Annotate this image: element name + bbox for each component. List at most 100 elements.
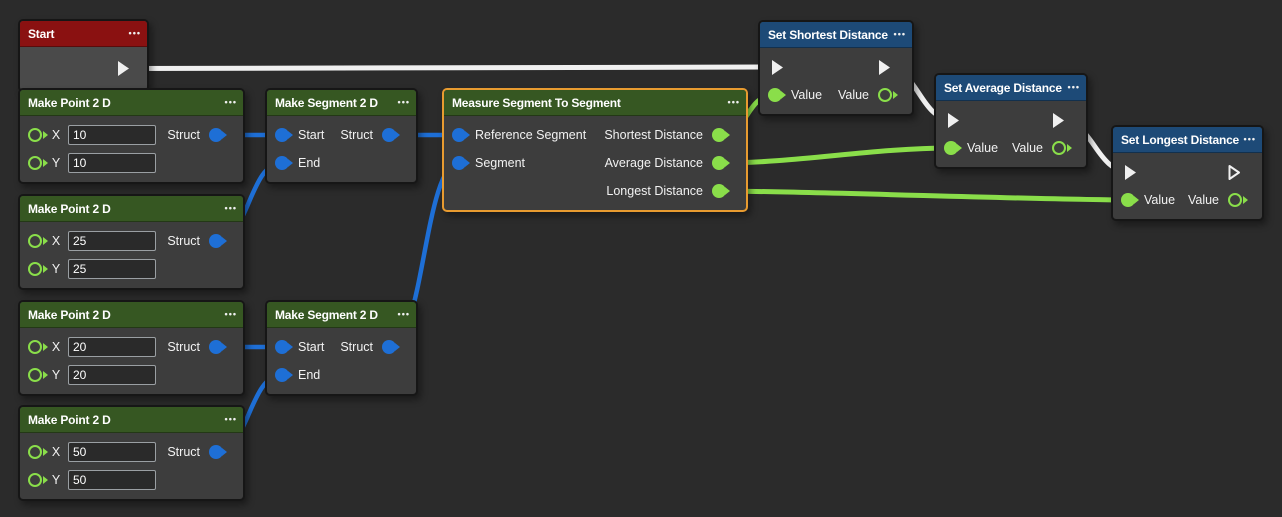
node-title: Measure Segment To Segment	[452, 95, 621, 110]
node-menu-icon[interactable]: •••	[893, 29, 906, 39]
output-group: Value	[838, 88, 892, 102]
input-port-x[interactable]	[28, 340, 42, 354]
exec-out-port[interactable]	[1051, 111, 1066, 130]
exec-row	[1113, 158, 1262, 186]
node-menu-icon[interactable]: •••	[224, 414, 237, 424]
input-label-y: Y	[51, 368, 61, 382]
node-row: End	[267, 149, 416, 177]
node-header: Set Shortest Distance •••	[760, 22, 912, 48]
output-group: Value	[1012, 141, 1066, 155]
node-row: X Struct	[20, 333, 243, 361]
input-port-y[interactable]	[28, 368, 42, 382]
exec-in-port[interactable]	[1123, 163, 1138, 182]
output-label: Struct	[340, 340, 373, 354]
node-row: Reference Segment Shortest Distance	[444, 121, 746, 149]
value-field-y[interactable]	[68, 153, 156, 173]
node-mp1[interactable]: Make Point 2 D ••• X Struct Y	[18, 88, 245, 184]
value-field-x[interactable]	[68, 442, 156, 462]
value-output-label: Value	[837, 88, 869, 102]
output-port-struct[interactable]	[382, 340, 396, 354]
node-title: Make Point 2 D	[28, 201, 111, 216]
exec-out-port[interactable]	[116, 59, 131, 78]
node-set-average[interactable]: Set Average Distance ••• Value Value	[934, 73, 1088, 169]
value-input-port[interactable]	[768, 88, 782, 102]
node-ms2[interactable]: Make Segment 2 D ••• Start Struct End	[265, 300, 418, 396]
node-body: Reference Segment Shortest Distance Segmen…	[444, 116, 746, 210]
output-port-shortest[interactable]	[712, 128, 726, 142]
input-port-seg[interactable]	[452, 156, 466, 170]
node-ms1[interactable]: Make Segment 2 D ••• Start Struct End	[265, 88, 418, 184]
wire-exec-start.exec-out-to-set-shortest.exec-in[interactable]	[121, 64, 780, 71]
node-row: End	[267, 361, 416, 389]
node-mp4[interactable]: Make Point 2 D ••• X Struct Y	[18, 405, 245, 501]
node-header: Make Segment 2 D •••	[267, 302, 416, 328]
output-port-struct[interactable]	[382, 128, 396, 142]
input-port-y[interactable]	[28, 473, 42, 487]
input-port-y[interactable]	[28, 262, 42, 276]
output-group: Average Distance	[605, 156, 726, 170]
value-field-y[interactable]	[68, 470, 156, 490]
exec-in-port[interactable]	[770, 58, 785, 77]
node-mp2[interactable]: Make Point 2 D ••• X Struct Y	[18, 194, 245, 290]
output-group: Value	[1188, 193, 1242, 207]
input-port-ref[interactable]	[452, 128, 466, 142]
exec-in-port[interactable]	[946, 111, 961, 130]
output-port-average[interactable]	[712, 156, 726, 170]
node-menu-icon[interactable]: •••	[128, 28, 141, 38]
node-menu-icon[interactable]: •••	[224, 309, 237, 319]
node-title: Make Point 2 D	[28, 412, 111, 427]
node-menu-icon[interactable]: •••	[1243, 134, 1256, 144]
input-port-x[interactable]	[28, 445, 42, 459]
node-title: Start	[28, 26, 55, 41]
output-port-struct[interactable]	[209, 340, 223, 354]
node-title: Make Segment 2 D	[275, 307, 378, 322]
node-menu-icon[interactable]: •••	[224, 203, 237, 213]
node-measure[interactable]: Measure Segment To Segment ••• Reference S…	[442, 88, 748, 212]
output-port-longest[interactable]	[712, 184, 726, 198]
node-set-shortest[interactable]: Set Shortest Distance ••• Value Value	[758, 20, 914, 116]
node-menu-icon[interactable]: •••	[397, 97, 410, 107]
output-port-struct[interactable]	[209, 128, 223, 142]
node-menu-icon[interactable]: •••	[397, 309, 410, 319]
exec-row	[936, 106, 1086, 134]
value-input-port[interactable]	[944, 141, 958, 155]
output-port-struct[interactable]	[209, 445, 223, 459]
node-title: Make Point 2 D	[28, 307, 111, 322]
input-port-start[interactable]	[275, 340, 289, 354]
node-row: Y	[20, 255, 243, 283]
input-label-y: Y	[51, 262, 61, 276]
input-port-y[interactable]	[28, 156, 42, 170]
node-title: Set Average Distance	[944, 80, 1062, 95]
input-port-end[interactable]	[275, 368, 289, 382]
output-group: Struct	[340, 340, 396, 354]
node-row: Start Struct	[267, 333, 416, 361]
value-field-x[interactable]	[68, 125, 156, 145]
output-group: Shortest Distance	[604, 128, 726, 142]
node-title: Make Segment 2 D	[275, 95, 378, 110]
output-label: Struct	[167, 128, 200, 142]
exec-out-port[interactable]	[1227, 163, 1242, 182]
input-port-x[interactable]	[28, 128, 42, 142]
wire-result-measure.longest-to-set-longest.value-in[interactable]	[716, 188, 1131, 203]
input-port-start[interactable]	[275, 128, 289, 142]
value-field-y[interactable]	[68, 365, 156, 385]
node-menu-icon[interactable]: •••	[1067, 82, 1080, 92]
value-field-x[interactable]	[68, 231, 156, 251]
value-output-port[interactable]	[1228, 193, 1242, 207]
input-port-end[interactable]	[275, 156, 289, 170]
node-mp3[interactable]: Make Point 2 D ••• X Struct Y	[18, 300, 245, 396]
exec-out-port[interactable]	[877, 58, 892, 77]
node-start[interactable]: Start •••	[18, 19, 149, 92]
node-menu-icon[interactable]: •••	[224, 97, 237, 107]
input-port-x[interactable]	[28, 234, 42, 248]
value-output-port[interactable]	[878, 88, 892, 102]
wire-result-measure.average-to-set-average.value-in[interactable]	[716, 145, 954, 166]
output-port-struct[interactable]	[209, 234, 223, 248]
value-field-y[interactable]	[68, 259, 156, 279]
node-menu-icon[interactable]: •••	[727, 97, 740, 107]
value-output-port[interactable]	[1052, 141, 1066, 155]
node-set-longest[interactable]: Set Longest Distance ••• Value Value	[1111, 125, 1264, 221]
value-field-x[interactable]	[68, 337, 156, 357]
value-input-port[interactable]	[1121, 193, 1135, 207]
